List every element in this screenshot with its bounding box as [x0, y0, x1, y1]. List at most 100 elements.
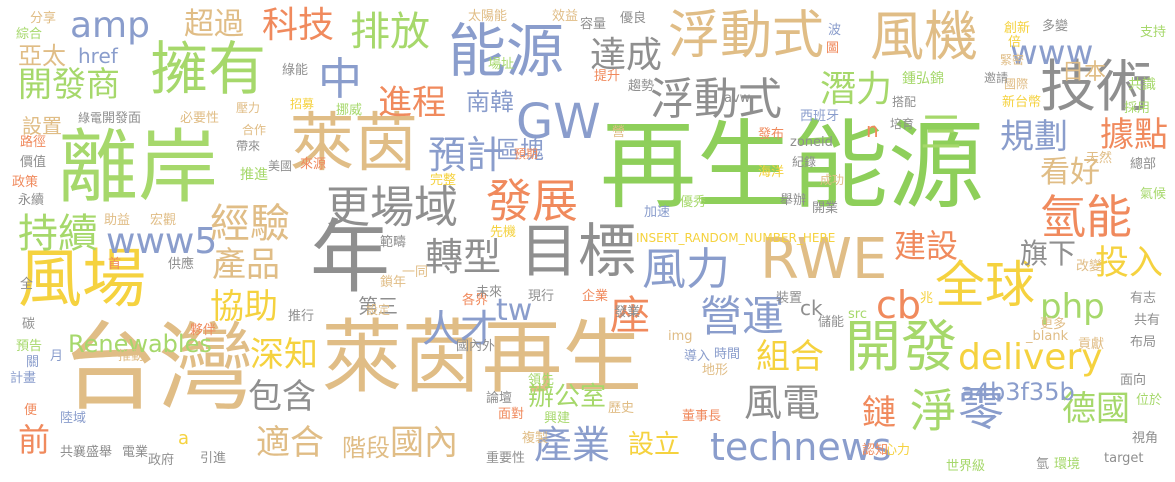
word: 台灣: [62, 312, 254, 424]
word: 一同: [402, 265, 429, 280]
word: 重要性: [486, 451, 526, 466]
word: 政府: [148, 453, 175, 468]
word: 人才: [422, 307, 499, 351]
word: 推動: [118, 349, 145, 364]
word: 完整: [430, 173, 457, 188]
word: 位於: [1136, 393, 1163, 408]
word: avw: [724, 91, 751, 106]
word: 預告: [16, 339, 43, 354]
word: 加速: [644, 205, 671, 220]
word: 產業: [534, 423, 611, 467]
word: cb: [876, 283, 922, 327]
word: 電業: [122, 445, 149, 460]
word: 合作: [242, 123, 267, 137]
word: 風機: [870, 5, 978, 68]
word: 預期: [514, 147, 539, 161]
word: 投入: [1095, 243, 1163, 283]
word: 優良: [620, 11, 647, 26]
word: amp: [70, 5, 150, 46]
word: 開發面: [102, 111, 142, 126]
word: 達成: [590, 35, 663, 76]
word: Renewables: [68, 330, 212, 358]
word: 風電: [744, 381, 821, 425]
word: 陸域: [60, 411, 87, 426]
word: 持續: [18, 211, 98, 257]
word: 搭配: [892, 95, 917, 109]
word: 太陽能: [468, 9, 508, 24]
word: 環境: [1054, 457, 1081, 472]
word: 辦公室: [528, 382, 607, 412]
word: 設立: [628, 430, 681, 460]
word: _blank: [1026, 329, 1069, 344]
word: a4b3f35b: [960, 378, 1075, 406]
word: 論壇: [486, 391, 513, 406]
word: 南韓: [466, 88, 514, 116]
word: 前: [18, 421, 51, 459]
word: 預計: [428, 133, 505, 177]
word: 導入: [684, 349, 711, 364]
word: 風場: [18, 243, 146, 317]
word: 共有: [1134, 313, 1161, 328]
word: 月: [50, 349, 64, 364]
word: 組合: [756, 337, 824, 377]
word: src: [848, 307, 867, 322]
word: href: [78, 44, 118, 68]
word: 帶來: [236, 139, 261, 153]
word: INSERT_RANDOM_NUMBER_HERE: [636, 231, 836, 245]
word: 風力: [642, 244, 730, 295]
word: www5: [106, 221, 218, 262]
word: 新台幣: [1002, 95, 1042, 110]
word: 發展: [486, 174, 578, 228]
word: 發布: [758, 127, 785, 142]
word: 目標: [520, 217, 637, 285]
word: www: [1010, 33, 1094, 73]
word: RWE: [760, 227, 888, 292]
word: 浮動式: [650, 74, 782, 125]
word: 座: [610, 293, 650, 339]
word: img: [668, 329, 693, 344]
word: ck: [800, 296, 823, 320]
word: 各界: [462, 293, 489, 308]
word: 時間: [714, 347, 741, 362]
word: 鏈: [862, 393, 896, 433]
word: 分享: [30, 11, 57, 26]
word: 多變: [1042, 19, 1069, 34]
word: 認知: [862, 443, 889, 458]
word: 全: [20, 277, 34, 292]
word: 西班牙: [800, 109, 840, 124]
word: 零: [958, 382, 1004, 436]
word: 紀錄: [792, 155, 817, 169]
word: 圖: [826, 41, 840, 56]
word: 碳: [22, 317, 36, 332]
word: 再生能源: [600, 110, 984, 222]
word: 協助: [210, 287, 278, 327]
word: 複製: [522, 431, 549, 446]
word: 德國: [1062, 389, 1130, 429]
word: 科技: [262, 5, 335, 46]
word: 提升: [594, 69, 621, 84]
word: 綠電: [78, 111, 103, 125]
word: 培育: [890, 117, 915, 131]
word: 氫: [1036, 457, 1050, 472]
word: 政策: [12, 175, 39, 190]
word: 排放: [350, 9, 430, 55]
word: 創新: [1004, 21, 1031, 36]
word: 技術: [1040, 55, 1152, 120]
word: 階段: [342, 434, 390, 462]
word: 採用: [1124, 101, 1151, 116]
word: 面向: [1120, 373, 1147, 388]
word: target: [1104, 451, 1144, 466]
word: 更場域: [326, 182, 458, 233]
word: 進程: [378, 83, 446, 123]
word: 經驗: [210, 201, 290, 247]
word: 永續: [18, 193, 45, 208]
word: 助益: [104, 213, 131, 228]
word: 兆: [920, 291, 934, 306]
word: 面對: [498, 407, 525, 422]
word: 舉辦: [780, 193, 807, 208]
word: 布局: [1130, 335, 1157, 350]
word: 天然: [1086, 151, 1113, 166]
word: 美國: [268, 159, 293, 173]
word: 綠能: [282, 63, 309, 78]
